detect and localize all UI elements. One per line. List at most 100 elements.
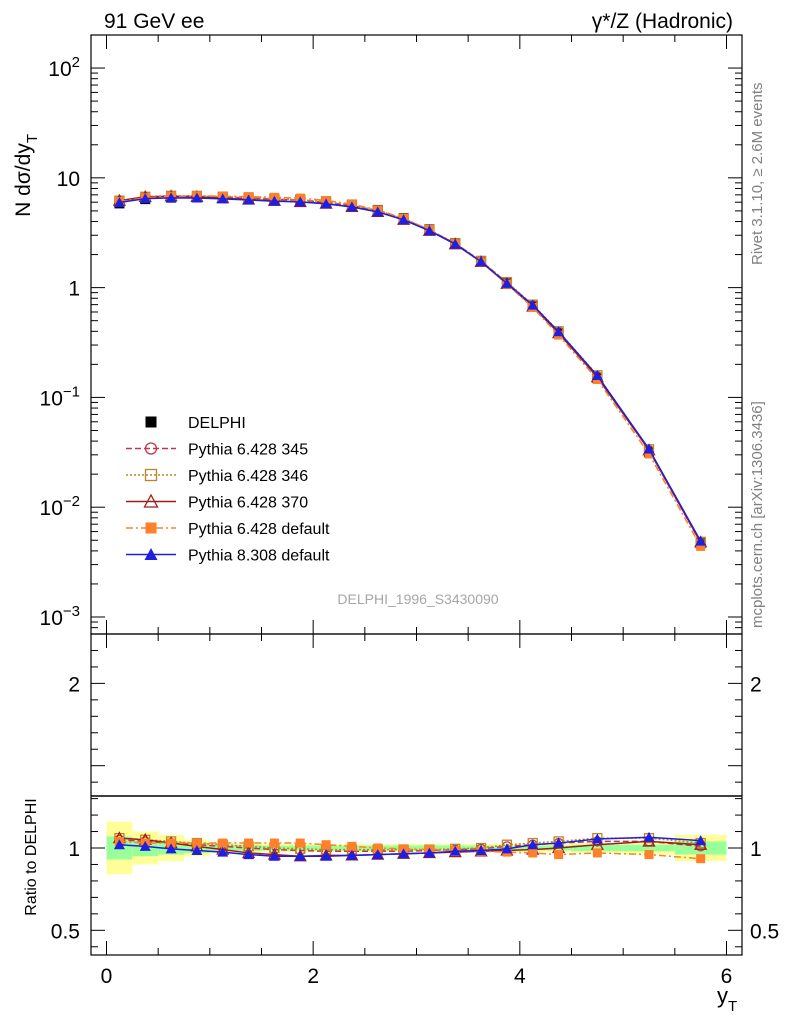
series-point-main (475, 256, 487, 267)
series-point-main (695, 535, 707, 546)
legend-marker (145, 522, 157, 534)
series-point-ratio (218, 838, 228, 848)
y-tick-exponent: −1 (63, 383, 80, 400)
series-point-ratio (165, 843, 177, 854)
series-point-ratio (268, 850, 280, 861)
ratio-tick-label-right: 2 (750, 673, 762, 696)
series-point-ratio (192, 838, 202, 848)
ratio-tick-label-left: 1 (68, 838, 80, 861)
y-tick-exponent: −3 (63, 603, 80, 620)
series-point-ratio (295, 838, 305, 848)
series-point-ratio (398, 848, 410, 859)
series-point-main (501, 277, 513, 288)
series-point-ratio (475, 844, 487, 855)
series-point-main (346, 201, 358, 212)
legend: DELPHI Pythia 6.428 345 Pythia 6.428 346 Py… (126, 415, 330, 565)
series-point-ratio (346, 849, 358, 860)
legend-marker (144, 442, 158, 455)
main-ylabel-sub: T (24, 134, 41, 143)
series-point-main (696, 541, 706, 551)
y-tick-base: 10 (57, 168, 80, 191)
series-point-ratio (644, 850, 654, 860)
series-point-ratio (320, 850, 332, 861)
series-point-main (527, 299, 539, 310)
y-tick-base: 10 (48, 58, 71, 81)
series-line-main (119, 195, 702, 543)
series-point-main (243, 194, 255, 205)
series-point-main (398, 214, 410, 225)
y-tick-label: 10 (57, 168, 80, 191)
series-point-main (553, 326, 565, 337)
main-panel-frame (90, 34, 743, 635)
y-tick-label: 10−1 (40, 383, 80, 410)
legend-label: DELPHI (188, 415, 246, 432)
ratio-panel-frame (90, 633, 743, 956)
ratio-tick-label-right: 1 (750, 838, 762, 861)
series-point-ratio (527, 839, 539, 850)
series-point-main (449, 238, 461, 249)
series-point-ratio (243, 849, 255, 860)
ratio-tick-label-left: 2 (68, 673, 80, 696)
process-label: γ*/Z (Hadronic) (592, 10, 733, 33)
legend-label: Pythia 6.428 346 (188, 468, 308, 485)
series-line-main (119, 197, 702, 542)
ratio-tick-label-left: 0.5 (51, 920, 80, 943)
series-point-ratio (139, 840, 151, 851)
series-point-ratio (528, 848, 538, 858)
x-axis-label: yT (717, 983, 737, 1015)
legend-marker (145, 416, 157, 428)
series-point-ratio (423, 847, 435, 858)
legend-marker (143, 493, 159, 508)
band-inner (287, 845, 314, 851)
series-point-ratio (696, 854, 706, 864)
series-point-ratio (501, 843, 513, 854)
y-tick-exponent: −2 (63, 493, 80, 510)
x-tick-label: 6 (721, 965, 733, 988)
y-tick-base: 10 (40, 497, 63, 520)
legend-label: Pythia 6.428 345 (188, 442, 308, 459)
ratio-tick-label-right: 0.5 (750, 920, 779, 943)
y-tick-base: 1 (68, 278, 80, 301)
x-tick-label: 2 (307, 965, 319, 988)
series-point-ratio (347, 841, 357, 851)
series-line-ratio (119, 839, 701, 853)
legend-label: Pythia 6.428 default (188, 521, 330, 538)
series-point-main (217, 193, 229, 204)
series-point-ratio (449, 845, 461, 856)
series-point-ratio (695, 835, 707, 846)
band-inner (623, 844, 675, 852)
main-ylabel-text: N dσ/dy (12, 143, 35, 217)
legend-marker (144, 468, 158, 482)
series-point-main (191, 192, 203, 203)
band-inner (571, 844, 624, 852)
series-point-main (139, 193, 151, 204)
series-point-ratio (591, 833, 603, 844)
y-tick-label: 10−2 (40, 493, 80, 520)
series-group (112, 189, 708, 864)
series-point-main (320, 198, 332, 209)
y-tick-base: 10 (40, 607, 63, 630)
series-point-ratio (191, 844, 203, 855)
series-point-ratio (592, 848, 602, 858)
main-ylabel: N dσ/dyT (12, 134, 41, 217)
y-tick-label: 1 (68, 278, 80, 301)
series-point-ratio (554, 850, 564, 860)
series-point-ratio (217, 846, 229, 857)
series-point-main (165, 192, 177, 203)
y-tick-label: 102 (48, 54, 80, 81)
series-point-ratio (372, 849, 384, 860)
series-point-main (643, 443, 655, 454)
ratio-ylabel: Ratio to DELPHI (23, 798, 40, 915)
series-point-ratio (643, 831, 655, 842)
x-tick-label: 4 (514, 965, 526, 988)
series-5 (113, 192, 707, 861)
series-line-main (119, 195, 702, 544)
y-tick-exponent: 2 (72, 54, 80, 71)
series-point-main (113, 196, 125, 207)
series-point-ratio (269, 838, 279, 848)
legend-label: Pythia 8.308 default (188, 548, 330, 565)
series-point-main (268, 195, 280, 206)
series-point-main (591, 370, 603, 381)
